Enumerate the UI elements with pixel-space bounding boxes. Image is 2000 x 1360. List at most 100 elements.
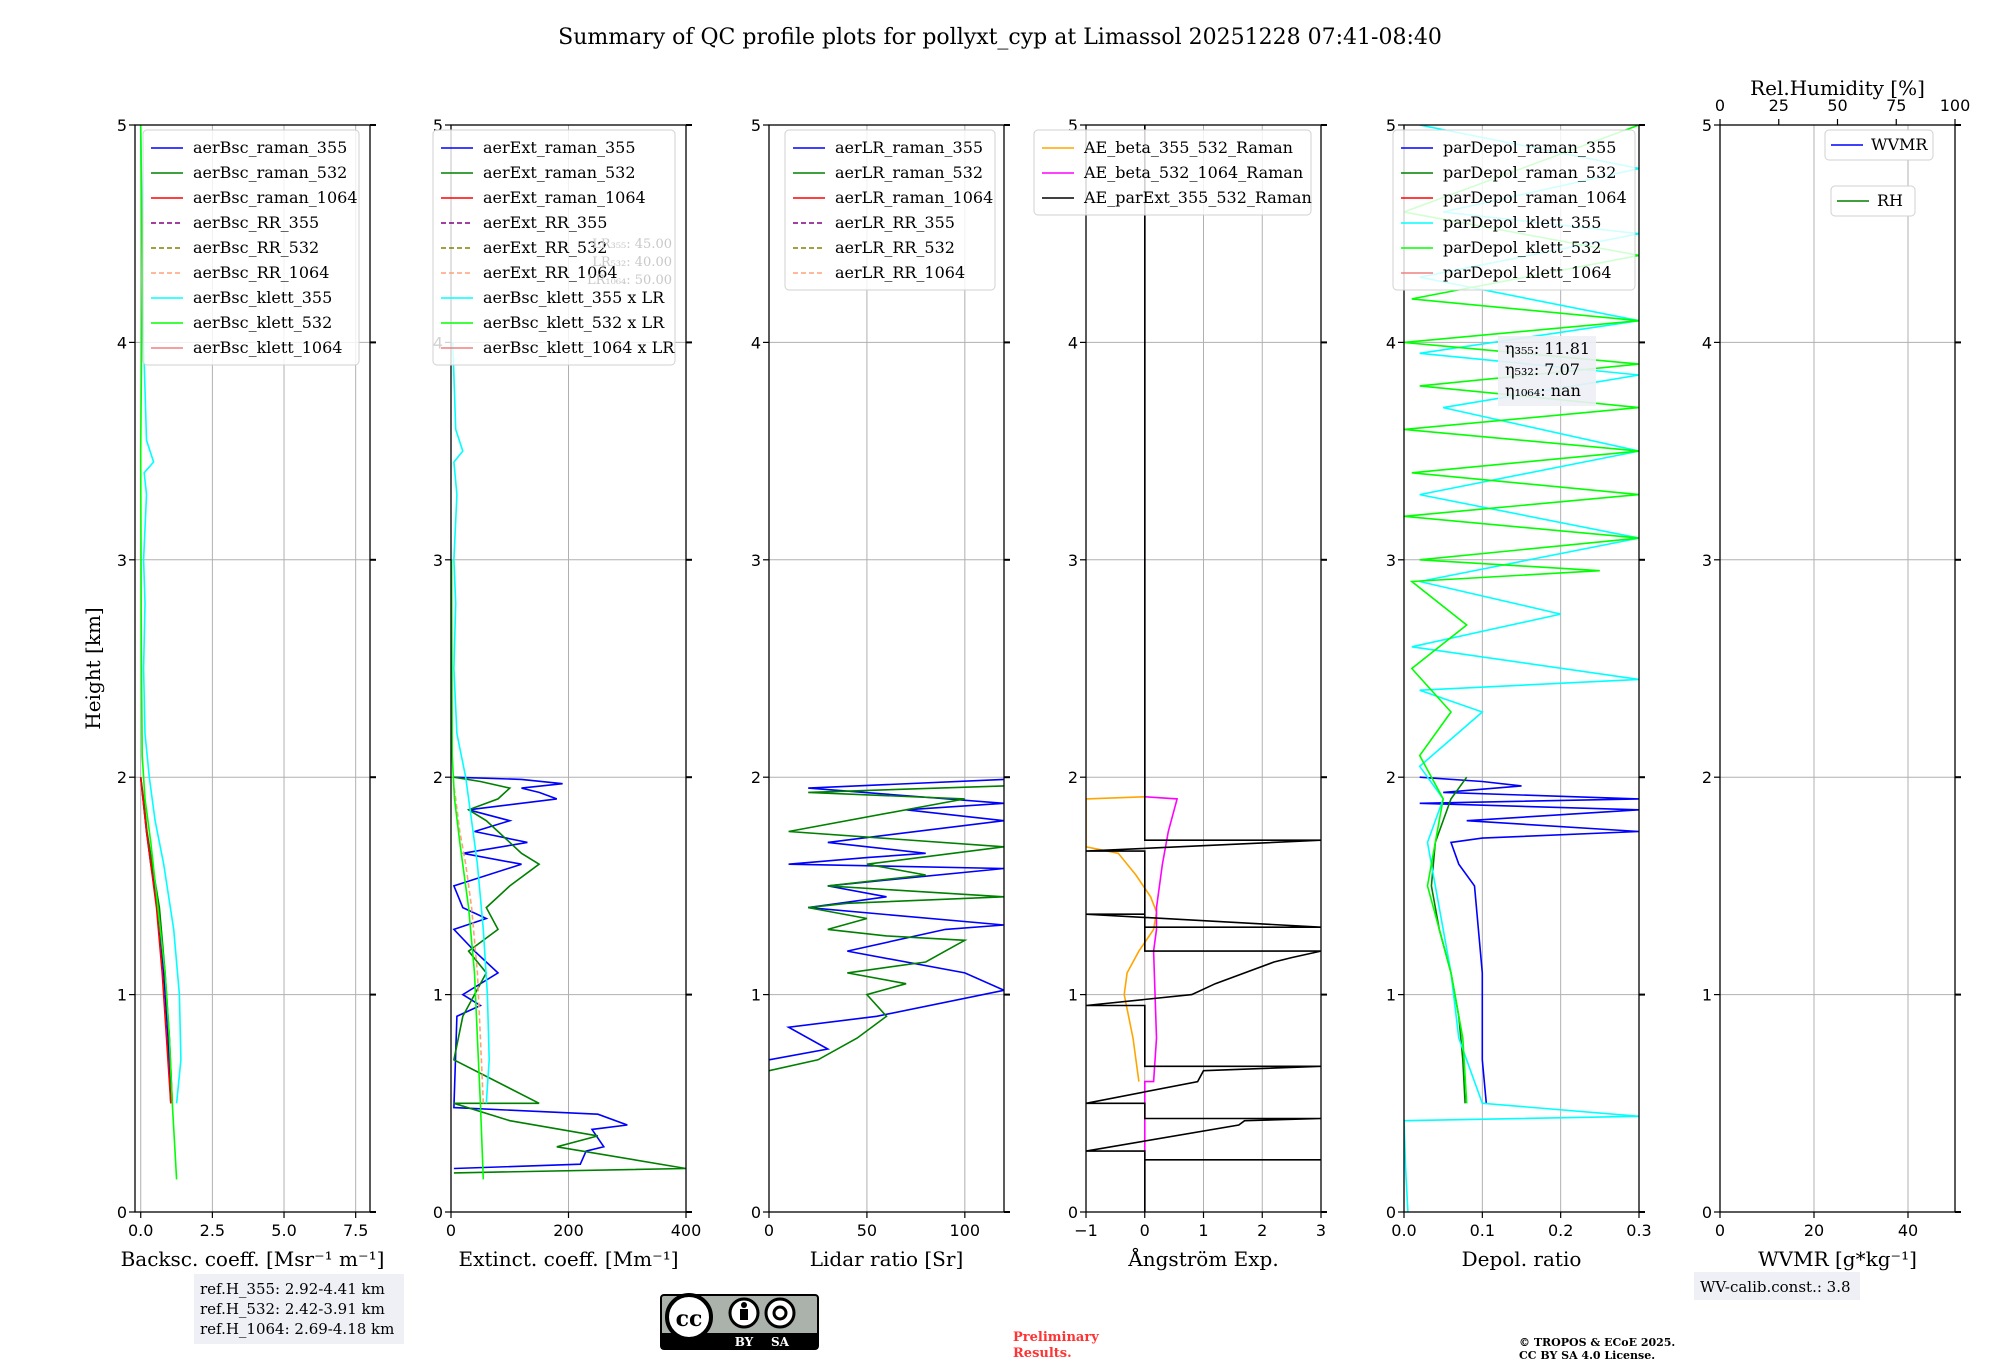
series-line-aerBsc_klett_355 — [139, 125, 182, 1104]
series-line-aerBsc_klett_532 — [139, 125, 178, 1180]
x-tick-label: 2 — [1257, 1221, 1267, 1240]
x-tick-label: 0.0 — [1391, 1221, 1416, 1240]
legend: aerExt_raman_355 aerExt_raman_532 aerExt_r… — [432, 129, 676, 366]
series-line-aerBsc_raman_1064 — [139, 777, 172, 1104]
panel-extinction: 0200400012345Extinct. coeff. [Mm⁻¹]aerEx… — [432, 116, 701, 1271]
y-tick-label: 2 — [117, 768, 127, 787]
series-line-AE_beta_532_1064_Raman — [1144, 125, 1179, 1212]
series-line-aerExt_raman_532 — [452, 776, 686, 1174]
x-tick-label: 0 — [446, 1221, 456, 1240]
legend-entry: aerExt_RR_355 — [483, 213, 607, 232]
y-tick-label: 0 — [1068, 1203, 1078, 1222]
axes-frame — [134, 124, 371, 1213]
y-tick-label: 1 — [751, 986, 761, 1005]
y-tick-label: 4 — [117, 333, 127, 352]
y-tick-label: 4 — [1068, 333, 1078, 352]
legend-entry: aerLR_RR_355 — [835, 213, 955, 232]
legend-entry: aerBsc_raman_1064 — [193, 188, 358, 207]
legend-entry: aerBsc_klett_355 x LR — [483, 288, 665, 307]
preliminary-line-1: Preliminary — [1013, 1330, 1099, 1345]
by-icon-head — [741, 1302, 747, 1308]
legend-entry: parDepol_raman_1064 — [1443, 188, 1627, 207]
panel-lidar_ratio: 0 50 100 0 1 2 3 4 5 Lidar ratio [Sr] aerLR_raman_… — [751, 116, 1010, 1271]
legend-entry: aerExt_RR_1064 — [483, 263, 618, 282]
top-tick-label: 100 — [1940, 96, 1971, 115]
legend-entry: aerBsc_raman_532 — [193, 163, 347, 182]
legend-entry: aerBsc_klett_1064 x LR — [483, 338, 675, 357]
y-tick-label: 4 — [1386, 333, 1396, 352]
figure-title: Summary of QC profile plots for pollyxt_… — [558, 25, 1442, 50]
x-axis-label: WVMR [g*kg⁻¹] — [1758, 1247, 1917, 1271]
copyright-note: © TROPOS & ECoE 2025. CC BY SA 4.0 Licen… — [1519, 1336, 1675, 1360]
y-tick-label: 3 — [1702, 551, 1712, 570]
y-tick-label: 1 — [117, 986, 127, 1005]
y-tick-label: 5 — [117, 116, 127, 135]
panel-backscatter: 0.0 2.5 5.0 7.5 0 1 2 3 4 5 Backsc. coeff. [Msr⁻¹ … — [81, 116, 384, 1271]
legend-entry: WVMR — [1871, 135, 1928, 154]
series-line-aerExt_raman_355 — [452, 776, 628, 1170]
x-axis-label: Ångström Exp. — [1127, 1246, 1278, 1271]
y-tick-label: 4 — [1702, 333, 1712, 352]
cc-text: cc — [676, 1306, 703, 1332]
legend-entry: AE_parExt_355_532_Raman — [1083, 188, 1312, 207]
legend-entry: aerBsc_RR_355 — [193, 213, 319, 232]
wv-calib-const: WV-calib.const.: 3.8 — [1700, 1278, 1851, 1296]
y-tick-label: 3 — [433, 551, 443, 570]
series-line-AE_parExt_355_532_Raman — [1086, 125, 1321, 1212]
legend-entry: aerLR_raman_355 — [835, 138, 983, 157]
legend: RH — [1830, 185, 1916, 217]
legend-entry: aerLR_RR_532 — [835, 238, 955, 257]
legend-entry: aerBsc_klett_532 — [193, 313, 332, 332]
y-tick-label: 3 — [751, 551, 761, 570]
x-tick-label: 0.3 — [1626, 1221, 1651, 1240]
x-tick-label: 0.1 — [1470, 1221, 1495, 1240]
top-tick-label: 0 — [1715, 96, 1725, 115]
top-tick-label: 75 — [1886, 96, 1906, 115]
y-tick-label: 3 — [1386, 551, 1396, 570]
preliminary-note: Preliminary Results. — [1013, 1330, 1099, 1360]
x-axis-label: Lidar ratio [Sr] — [810, 1247, 964, 1271]
ref-height-355: ref.H_355: 2.92-4.41 km — [200, 1280, 385, 1298]
legend-entry: aerBsc_RR_532 — [193, 238, 319, 257]
x-axis-label: Depol. ratio — [1462, 1247, 1582, 1271]
legend-entry: AE_beta_532_1064_Raman — [1083, 163, 1303, 182]
legend: WVMR — [1824, 129, 1934, 161]
ref-heights-box: ref.H_355: 2.92-4.41 km ref.H_532: 2.42-… — [194, 1274, 404, 1344]
legend-entry: AE_beta_355_532_Raman — [1083, 138, 1293, 157]
legend-entry: parDepol_raman_355 — [1443, 138, 1616, 157]
x-tick-label: 20 — [1804, 1221, 1824, 1240]
legend-frame — [1033, 129, 1312, 216]
top-tick-label: 50 — [1827, 96, 1847, 115]
legend-frame — [142, 129, 360, 366]
legend-entry: aerBsc_klett_1064 — [193, 338, 342, 357]
series-line-aerExt_RR_1064 — [452, 777, 485, 1104]
y-tick-label: 0 — [1702, 1203, 1712, 1222]
y-tick-label: 1 — [433, 986, 443, 1005]
y-tick-label: 2 — [433, 768, 443, 787]
x-axis-label: Extinct. coeff. [Mm⁻¹] — [458, 1247, 678, 1271]
panel-depol: 0.0 0.1 0.2 0.3 0 1 2 3 4 5 Depol. ratio parDepol_r… — [1386, 116, 1652, 1271]
lr-annotation: LR₁₀₆₄: 50.00 — [587, 273, 672, 288]
y-tick-label: 3 — [1068, 551, 1078, 570]
series-line-parDepol_klett_532 — [1404, 125, 1639, 1104]
legend-entry: aerLR_raman_532 — [835, 163, 983, 182]
legend-entry: aerBsc_raman_355 — [193, 138, 347, 157]
ref-height-1064: ref.H_1064: 2.69-4.18 km — [200, 1320, 394, 1338]
y-tick-label: 0 — [1386, 1203, 1396, 1222]
y-tick-label: 2 — [751, 768, 761, 787]
ref-height-532: ref.H_532: 2.42-3.91 km — [200, 1300, 385, 1318]
legend: AE_beta_355_532_Raman AE_beta_532_1064_Ra… — [1033, 129, 1312, 216]
eta-annotation: η₃₅₅: 11.81 — [1505, 339, 1590, 358]
by-icon-body — [740, 1309, 748, 1320]
y-tick-label: 5 — [1386, 116, 1396, 135]
series-line-parDepol_raman_532 — [1430, 776, 1468, 1104]
x-tick-label: 40 — [1898, 1221, 1918, 1240]
legend-entry: RH — [1877, 191, 1903, 210]
x-tick-label: 0.0 — [128, 1221, 153, 1240]
y-tick-label: 4 — [751, 333, 761, 352]
series-line-aerBsc_klett_532 x LR — [451, 559, 485, 1180]
legend: aerBsc_raman_355 aerBsc_raman_532 aerBsc_r… — [142, 129, 360, 366]
legend-entry: aerExt_raman_1064 — [483, 188, 646, 207]
y-tick-label: 5 — [433, 116, 443, 135]
